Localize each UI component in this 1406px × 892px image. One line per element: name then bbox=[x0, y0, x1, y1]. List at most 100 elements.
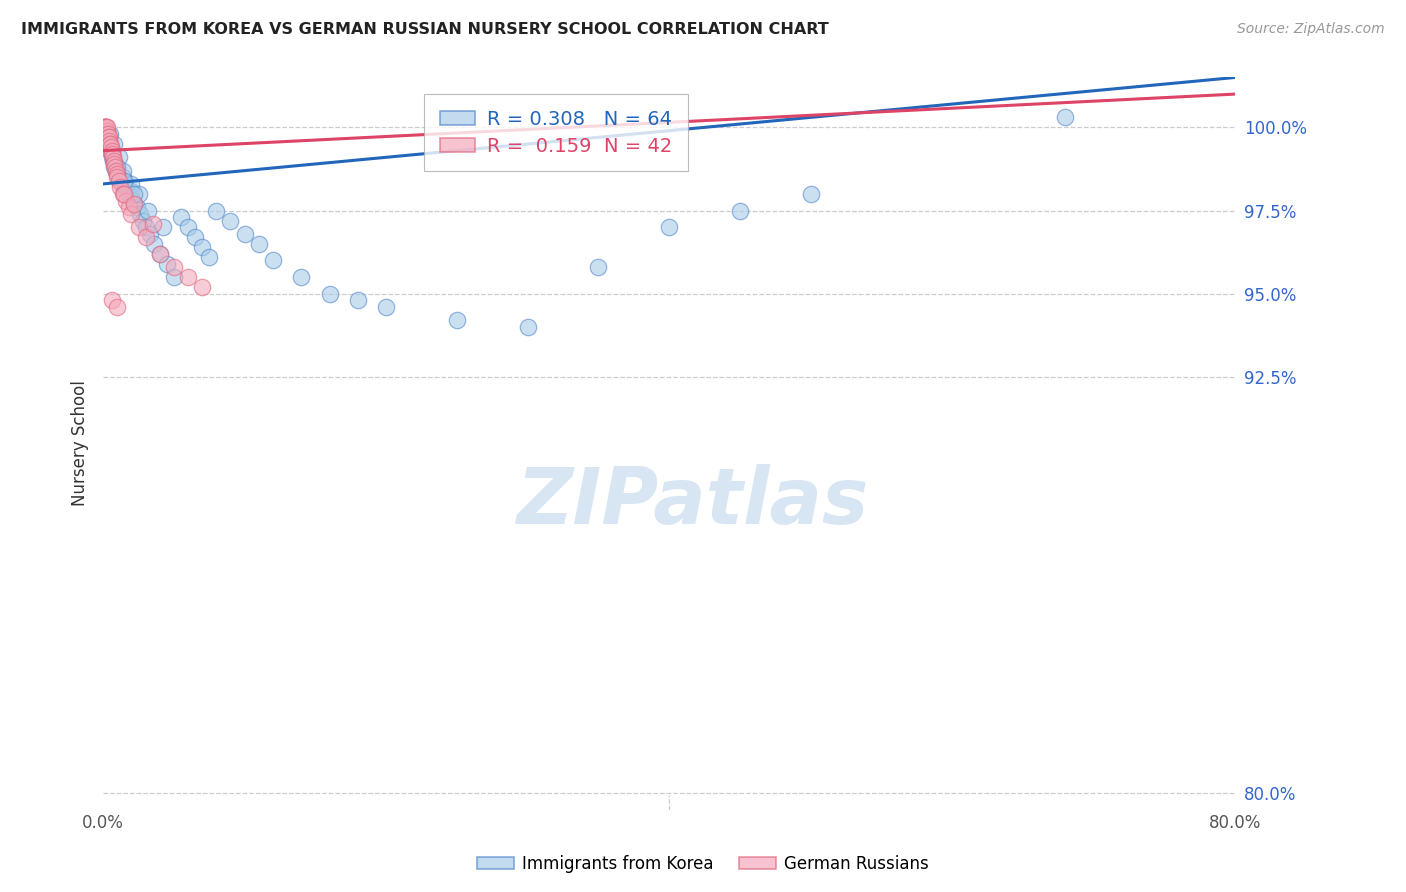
Point bbox=[117, 186, 139, 201]
Legend: R = 0.308   N = 64, R =  0.159  N = 42: R = 0.308 N = 64, R = 0.159 N = 42 bbox=[425, 95, 688, 171]
Point bbox=[121, 194, 143, 208]
Point bbox=[104, 163, 127, 178]
Point bbox=[728, 203, 751, 218]
Point bbox=[97, 130, 120, 145]
Point bbox=[446, 313, 468, 327]
Point bbox=[114, 194, 136, 208]
Point bbox=[128, 186, 150, 201]
Point bbox=[105, 161, 128, 175]
Point bbox=[120, 207, 142, 221]
Point bbox=[132, 213, 155, 227]
Point bbox=[94, 136, 117, 151]
Point bbox=[94, 120, 117, 135]
Point bbox=[516, 320, 538, 334]
Point bbox=[128, 220, 150, 235]
Point bbox=[96, 120, 118, 135]
Point bbox=[96, 130, 118, 145]
Point bbox=[107, 173, 129, 187]
Point bbox=[93, 120, 115, 135]
Point bbox=[149, 247, 172, 261]
Point bbox=[156, 257, 179, 271]
Point bbox=[98, 127, 121, 141]
Point bbox=[101, 147, 124, 161]
Point bbox=[118, 190, 141, 204]
Point bbox=[105, 167, 128, 181]
Point bbox=[98, 136, 121, 151]
Point bbox=[101, 150, 124, 164]
Point bbox=[114, 180, 136, 194]
Point bbox=[149, 247, 172, 261]
Point bbox=[375, 300, 398, 314]
Point bbox=[103, 153, 125, 168]
Point bbox=[96, 124, 118, 138]
Point bbox=[111, 170, 134, 185]
Point bbox=[184, 230, 207, 244]
Y-axis label: Nursery School: Nursery School bbox=[72, 381, 89, 507]
Point bbox=[233, 227, 256, 241]
Point bbox=[97, 130, 120, 145]
Point bbox=[163, 260, 186, 274]
Point bbox=[93, 120, 115, 135]
Point bbox=[100, 150, 122, 164]
Point bbox=[290, 270, 312, 285]
Text: Source: ZipAtlas.com: Source: ZipAtlas.com bbox=[1237, 22, 1385, 37]
Point bbox=[120, 184, 142, 198]
Point bbox=[191, 280, 214, 294]
Point bbox=[101, 153, 124, 168]
Point bbox=[135, 230, 157, 244]
Point bbox=[139, 227, 162, 241]
Point bbox=[97, 140, 120, 154]
Point bbox=[262, 253, 284, 268]
Point bbox=[100, 147, 122, 161]
Point bbox=[219, 213, 242, 227]
Point bbox=[120, 177, 142, 191]
Point bbox=[177, 270, 200, 285]
Point bbox=[112, 186, 135, 201]
Point bbox=[122, 197, 145, 211]
Point bbox=[111, 186, 134, 201]
Point bbox=[588, 260, 610, 274]
Point bbox=[104, 161, 127, 175]
Point bbox=[110, 177, 132, 191]
Point bbox=[108, 180, 131, 194]
Point bbox=[107, 150, 129, 164]
Point bbox=[96, 127, 118, 141]
Point bbox=[122, 186, 145, 201]
Point bbox=[107, 170, 129, 185]
Point bbox=[122, 197, 145, 211]
Text: ZIPatlas: ZIPatlas bbox=[516, 464, 868, 540]
Point bbox=[198, 250, 221, 264]
Point bbox=[94, 120, 117, 135]
Point bbox=[143, 236, 166, 251]
Legend: Immigrants from Korea, German Russians: Immigrants from Korea, German Russians bbox=[471, 848, 935, 880]
Point bbox=[112, 173, 135, 187]
Point bbox=[115, 184, 138, 198]
Point bbox=[108, 173, 131, 187]
Point bbox=[105, 300, 128, 314]
Point bbox=[100, 144, 122, 158]
Point bbox=[104, 163, 127, 178]
Point bbox=[98, 144, 121, 158]
Point bbox=[800, 186, 823, 201]
Point bbox=[247, 236, 270, 251]
Point bbox=[347, 293, 370, 308]
Point bbox=[105, 167, 128, 181]
Point bbox=[97, 127, 120, 141]
Point bbox=[98, 136, 121, 151]
Point bbox=[1054, 111, 1077, 125]
Point bbox=[100, 140, 122, 154]
Point bbox=[103, 157, 125, 171]
Point bbox=[111, 163, 134, 178]
Point bbox=[191, 240, 214, 254]
Point bbox=[138, 203, 160, 218]
Point bbox=[112, 173, 135, 187]
Point bbox=[93, 120, 115, 135]
Point bbox=[135, 220, 157, 235]
Point bbox=[205, 203, 228, 218]
Point bbox=[100, 293, 122, 308]
Point bbox=[129, 207, 152, 221]
Text: IMMIGRANTS FROM KOREA VS GERMAN RUSSIAN NURSERY SCHOOL CORRELATION CHART: IMMIGRANTS FROM KOREA VS GERMAN RUSSIAN … bbox=[21, 22, 830, 37]
Point bbox=[658, 220, 681, 235]
Point bbox=[94, 120, 117, 135]
Point bbox=[318, 286, 340, 301]
